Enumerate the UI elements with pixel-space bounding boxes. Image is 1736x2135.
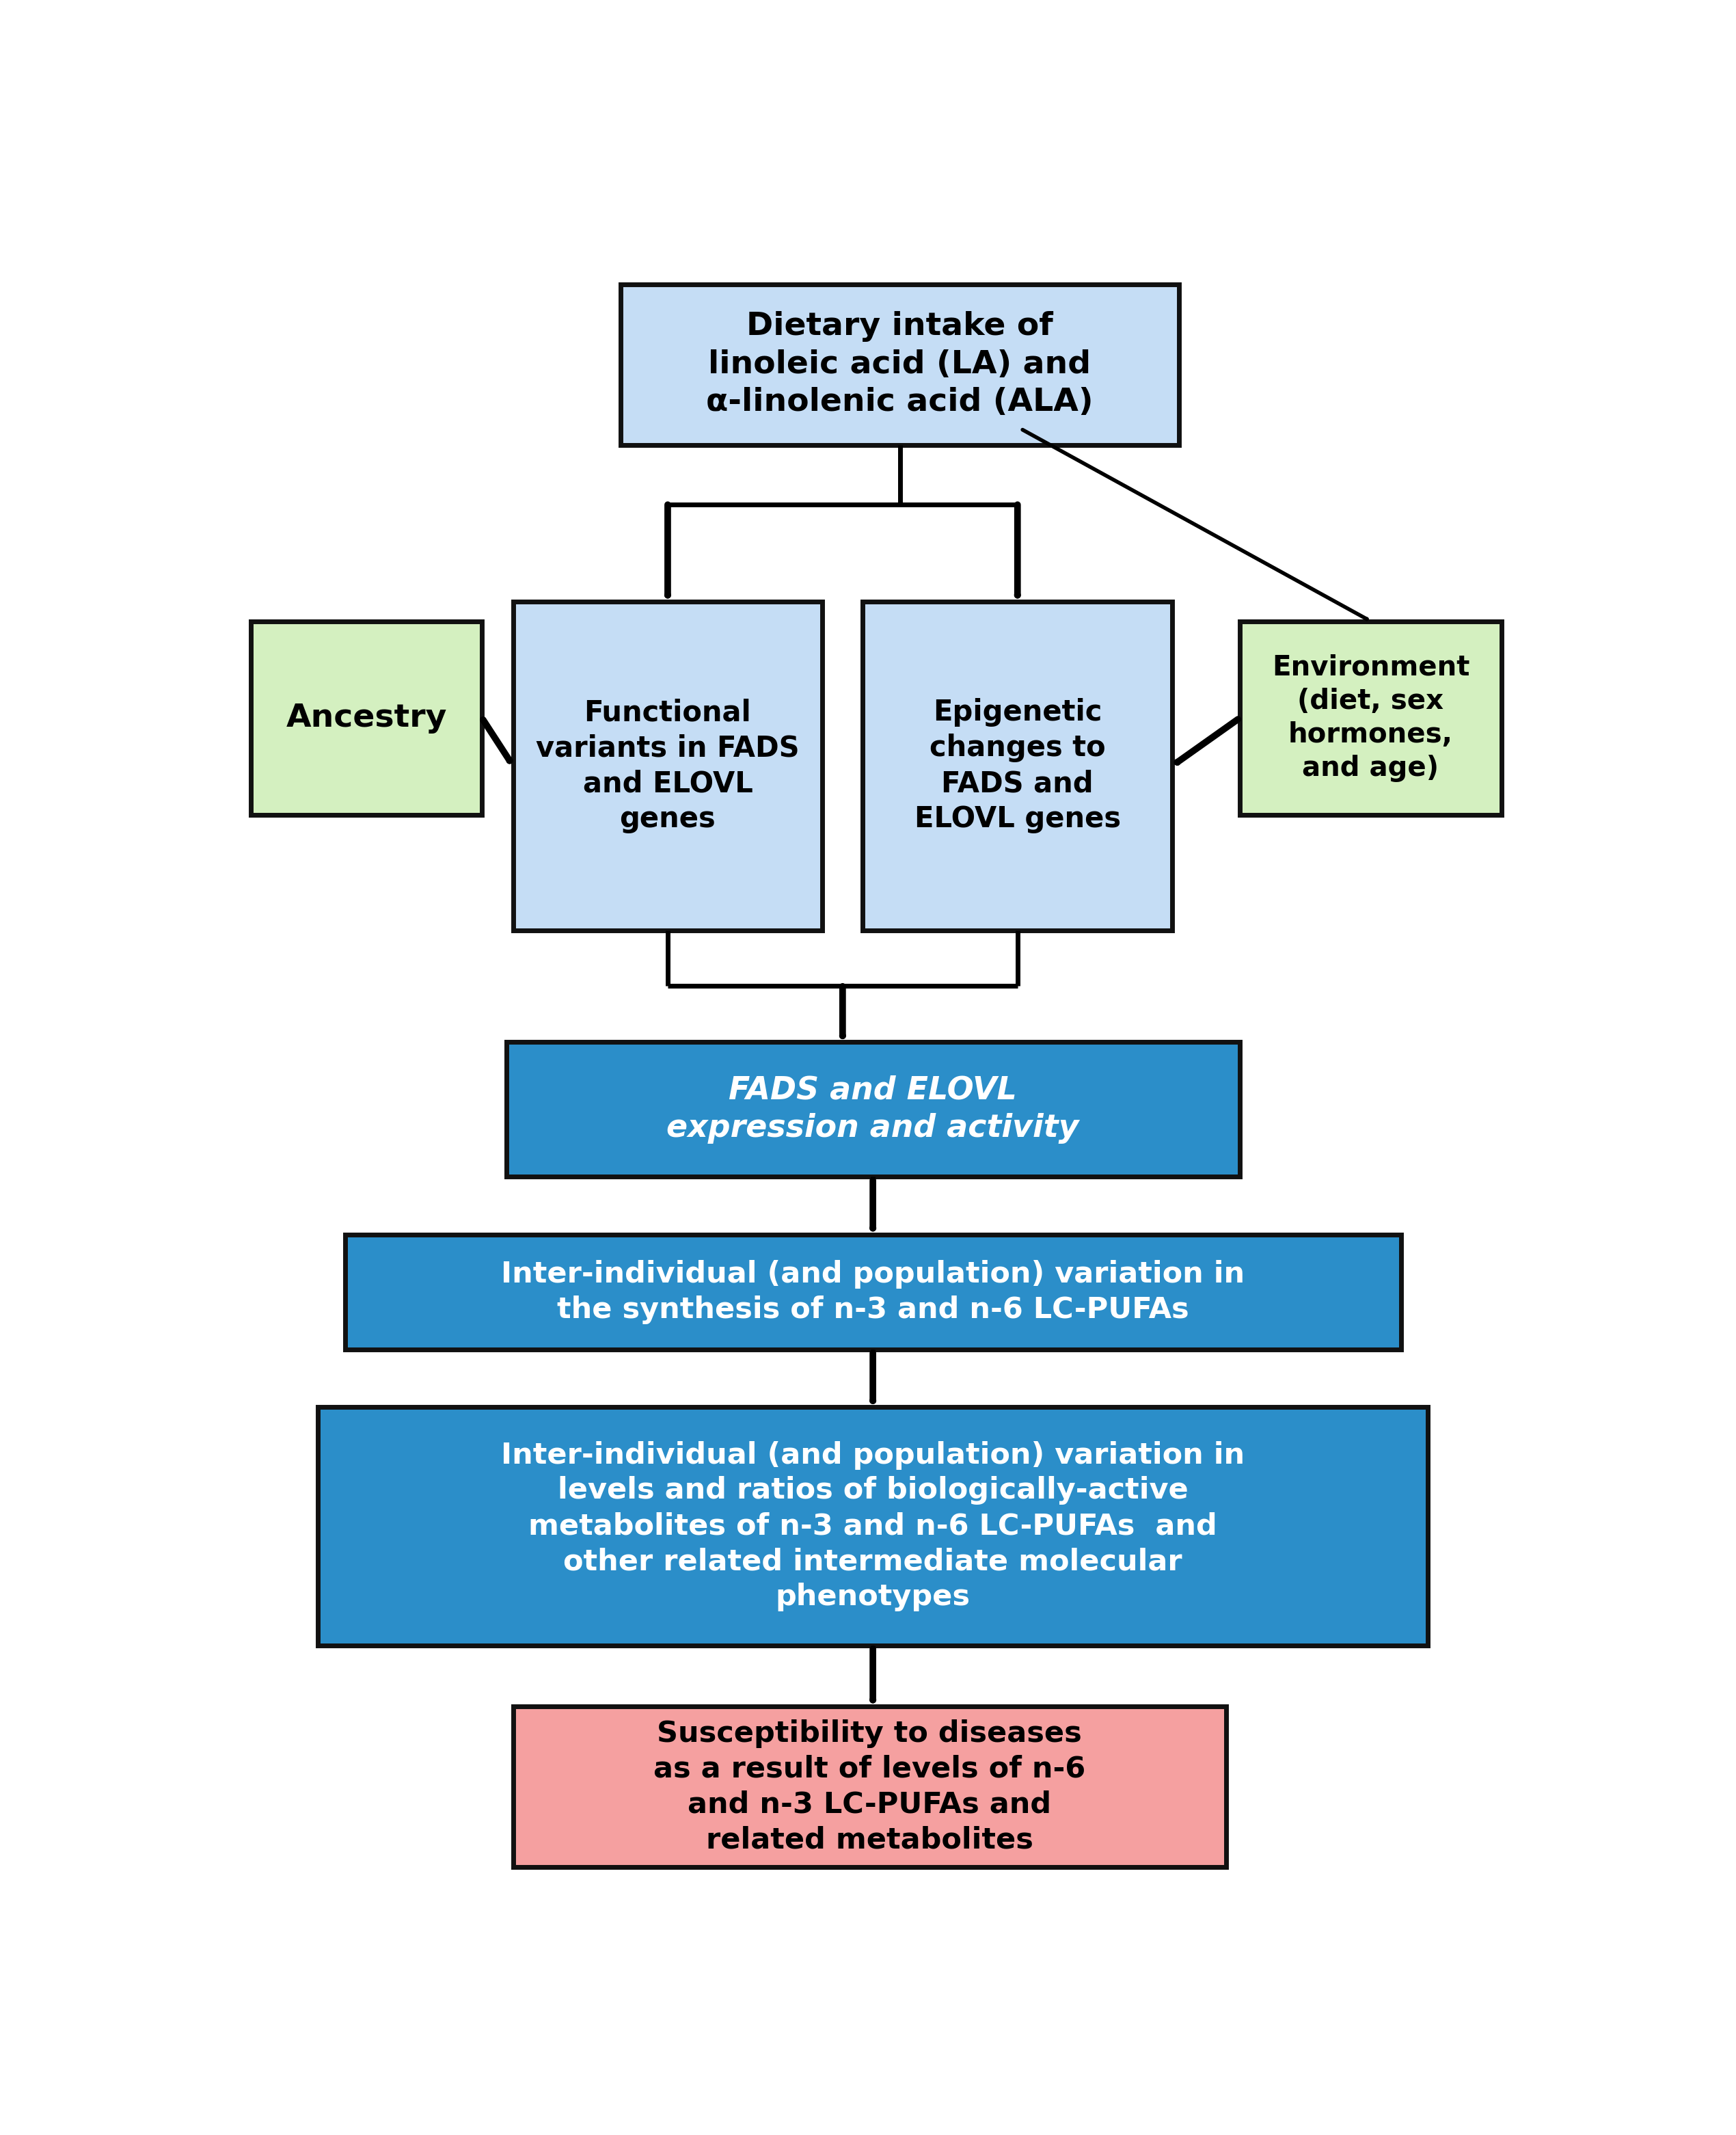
FancyBboxPatch shape: [621, 284, 1179, 446]
FancyBboxPatch shape: [514, 1706, 1226, 1868]
FancyBboxPatch shape: [250, 621, 483, 816]
FancyBboxPatch shape: [507, 1042, 1240, 1176]
Text: Functional
variants in FADS
and ELOVL
genes: Functional variants in FADS and ELOVL ge…: [536, 698, 800, 833]
FancyBboxPatch shape: [514, 602, 823, 931]
Text: Environment
(diet, sex
hormones,
and age): Environment (diet, sex hormones, and age…: [1272, 653, 1470, 781]
Text: FADS and ELOVL
expression and activity: FADS and ELOVL expression and activity: [667, 1076, 1080, 1144]
Text: Dietary intake of
linoleic acid (LA) and
α-linolenic acid (ALA): Dietary intake of linoleic acid (LA) and…: [707, 312, 1094, 418]
FancyBboxPatch shape: [1240, 621, 1502, 816]
FancyBboxPatch shape: [318, 1407, 1427, 1646]
Text: Epigenetic
changes to
FADS and
ELOVL genes: Epigenetic changes to FADS and ELOVL gen…: [915, 698, 1121, 833]
Text: Inter-individual (and population) variation in
the synthesis of n-3 and n-6 LC-P: Inter-individual (and population) variat…: [502, 1260, 1245, 1324]
Text: Inter-individual (and population) variation in
levels and ratios of biologically: Inter-individual (and population) variat…: [502, 1441, 1245, 1612]
Text: Ancestry: Ancestry: [286, 702, 446, 734]
FancyBboxPatch shape: [863, 602, 1172, 931]
FancyBboxPatch shape: [345, 1234, 1401, 1349]
Text: Susceptibility to diseases
as a result of levels of n-6
and n-3 LC-PUFAs and
rel: Susceptibility to diseases as a result o…: [653, 1719, 1085, 1855]
